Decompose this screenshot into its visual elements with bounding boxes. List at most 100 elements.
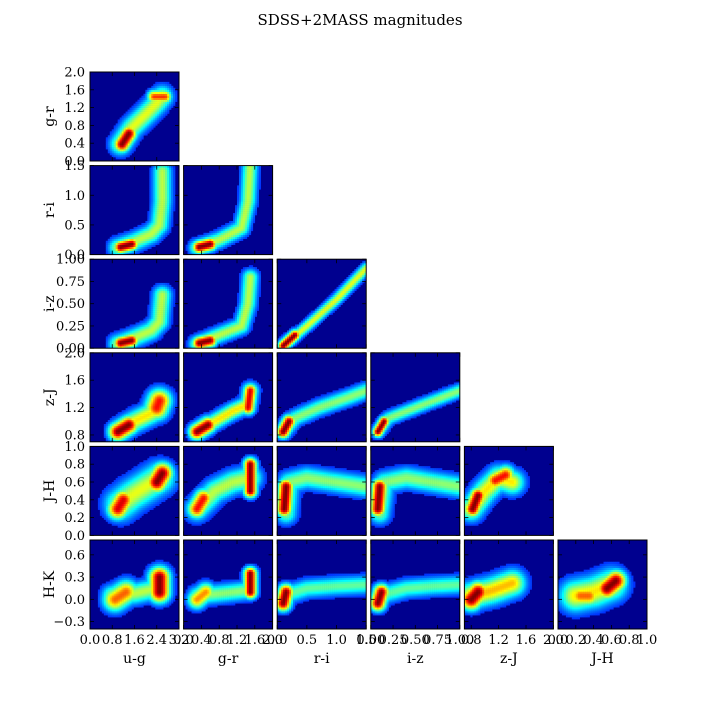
density-cell — [109, 145, 113, 148]
density-cell — [169, 83, 172, 87]
density-cell — [137, 324, 140, 327]
density-cell — [246, 185, 250, 188]
density-cell — [107, 143, 111, 146]
density-cell — [163, 324, 166, 327]
density-cell — [229, 230, 232, 234]
density-cell — [167, 107, 170, 110]
density-cell — [113, 338, 116, 341]
density-cell — [151, 105, 154, 108]
density-cell — [161, 330, 164, 333]
density-cell — [117, 425, 120, 429]
density-cell — [155, 105, 158, 108]
density-cell — [191, 340, 194, 343]
density-cell — [151, 203, 154, 206]
density-cell — [143, 394, 146, 397]
panel-ticks — [183, 258, 274, 349]
density-cell — [296, 334, 300, 337]
density-cell — [362, 275, 365, 278]
density-cell — [155, 400, 158, 403]
density-cell — [165, 215, 168, 218]
density-cell — [237, 394, 240, 397]
density-cell — [211, 236, 214, 240]
density-cell — [161, 103, 164, 106]
density-cell — [125, 334, 128, 337]
density-cell — [189, 424, 192, 427]
density-cell — [175, 394, 178, 397]
density-cell — [161, 298, 164, 301]
density-cell — [117, 244, 120, 247]
density-cell — [238, 396, 242, 399]
density-cell — [197, 422, 200, 425]
density-cell — [199, 340, 202, 343]
density-cell — [131, 244, 134, 247]
density-cell — [248, 302, 252, 305]
density-cell — [237, 398, 240, 401]
density-cell — [237, 201, 240, 204]
density-cell — [139, 131, 142, 134]
density-cell — [205, 435, 208, 439]
density-cell — [125, 418, 128, 421]
density-cell — [242, 167, 246, 170]
density-cell — [129, 248, 132, 251]
density-cell — [117, 412, 120, 415]
density-cell — [153, 171, 156, 174]
density-cell — [129, 414, 132, 417]
density-cell — [167, 408, 170, 411]
density-cell — [211, 330, 214, 333]
density-cell — [185, 244, 188, 247]
density-cell — [322, 304, 325, 307]
density-cell — [149, 402, 152, 405]
density-cell — [171, 312, 174, 315]
density-cell — [338, 292, 341, 296]
density-cell — [115, 433, 118, 437]
density-cell — [169, 228, 172, 232]
density-cell — [113, 149, 116, 152]
density-cell — [133, 240, 136, 243]
density-cell — [300, 324, 304, 327]
density-cell — [169, 326, 172, 329]
density-cell — [143, 398, 146, 401]
density-cell — [244, 203, 248, 206]
density-cell — [157, 300, 160, 303]
density-cell — [225, 328, 228, 331]
density-cell — [213, 250, 216, 253]
density-cell — [244, 410, 248, 413]
density-cell — [117, 336, 120, 339]
density-cell — [159, 388, 162, 391]
density-cell — [115, 240, 118, 243]
density-cell — [169, 215, 172, 218]
density-cell — [238, 306, 242, 309]
density-cell — [133, 332, 136, 335]
density-cell — [147, 101, 150, 104]
density-cell — [151, 412, 154, 415]
density-cell — [238, 185, 242, 188]
density-cell — [173, 404, 176, 407]
density-cell — [115, 342, 118, 345]
density-cell — [246, 394, 250, 397]
density-cell — [225, 242, 228, 245]
density-cell — [191, 242, 194, 245]
density-cell — [147, 220, 150, 224]
density-cell — [244, 298, 248, 301]
density-cell — [191, 334, 194, 337]
density-cell — [237, 328, 240, 331]
density-cell — [201, 346, 204, 349]
density-cell — [187, 424, 190, 427]
density-cell — [240, 277, 244, 280]
density-cell — [123, 410, 126, 413]
density-cell — [153, 181, 156, 184]
density-cell — [291, 336, 294, 339]
density-cell — [175, 398, 178, 401]
density-cell — [145, 416, 148, 419]
density-cell — [155, 203, 158, 206]
density-cell — [119, 433, 122, 437]
density-cell — [165, 320, 168, 323]
density-cell — [171, 320, 174, 323]
density-cell — [155, 316, 158, 319]
density-cell — [121, 332, 124, 335]
density-cell — [167, 171, 170, 174]
density-cell — [165, 384, 168, 387]
density-cell — [121, 145, 124, 148]
density-cell — [107, 240, 111, 243]
density-cell — [203, 433, 206, 437]
